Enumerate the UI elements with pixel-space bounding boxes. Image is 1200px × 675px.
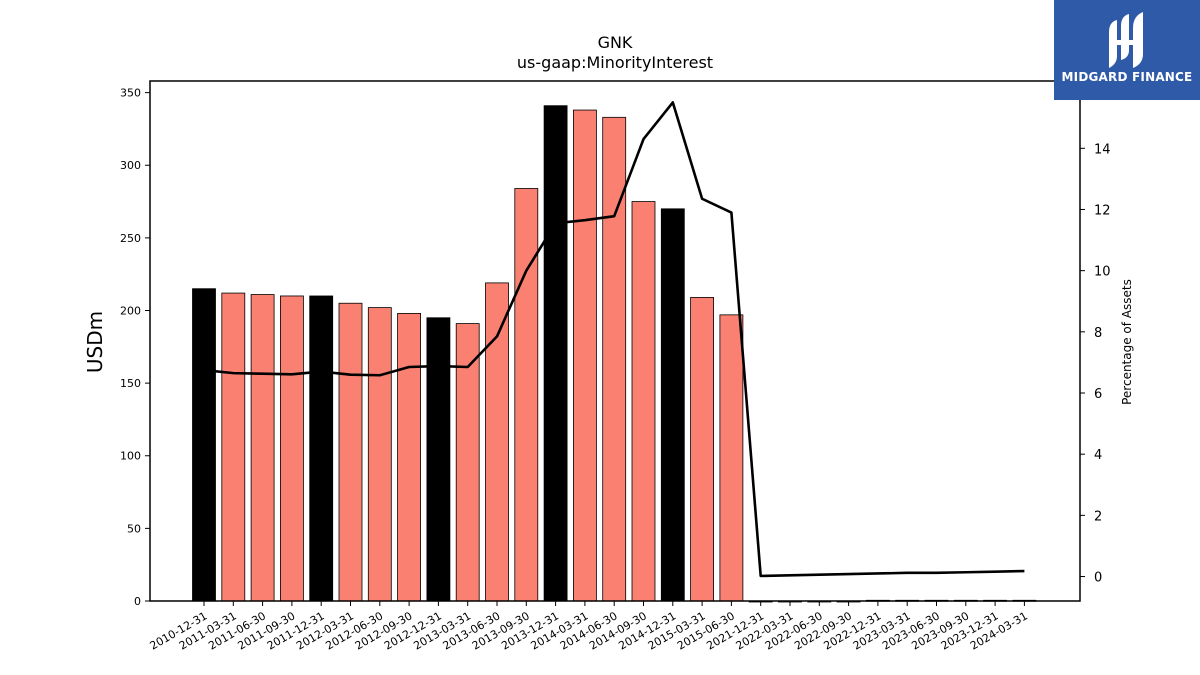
- y-tick-label: 250: [120, 232, 141, 245]
- brand-name: MIDGARD FINANCE: [1061, 70, 1193, 84]
- bar-2012-03-31: [338, 302, 363, 602]
- y2-tick-label: 12: [1094, 203, 1111, 218]
- y-tick-label: 50: [127, 522, 141, 535]
- y2-tick-label: 4: [1094, 448, 1102, 463]
- bar-2014-09-30: [631, 201, 656, 602]
- bar-2015-03-31: [690, 297, 714, 602]
- y2-axis-label: Percentage of Assets: [1120, 279, 1134, 405]
- plot-frame: [149, 80, 1081, 602]
- bar-2014-03-31: [573, 109, 597, 602]
- percentage-of-assets-line: [203, 101, 1025, 578]
- y-tick-label: 100: [120, 450, 141, 463]
- y2-tick-label: 14: [1094, 142, 1111, 157]
- bar-2012-12-31: [426, 317, 451, 602]
- midgard-logo-icon: [1109, 12, 1143, 68]
- bar-2014-12-31: [660, 208, 685, 602]
- bar-2012-06-30: [367, 307, 392, 602]
- x-ticks-group: 2010-12-312011-03-312011-06-302011-09-30…: [148, 601, 1030, 653]
- y2-tick-label: 8: [1094, 326, 1102, 341]
- y2-ticks-group: 0 2 4 6 8 10 12 14: [1080, 142, 1111, 586]
- y-ticks-group: 0 50 100 150 200 250 300 350: [120, 87, 150, 608]
- bar-2013-06-30: [485, 282, 509, 602]
- y2-tick-label: 6: [1094, 387, 1102, 402]
- y-tick-label: 0: [134, 595, 141, 608]
- bar-2015-06-30: [719, 314, 744, 602]
- bar-2012-09-30: [397, 312, 422, 602]
- bar-2011-09-30: [279, 295, 304, 602]
- bars-group: [192, 105, 1037, 603]
- bar-2011-12-31: [309, 295, 334, 602]
- bar-2014-06-30: [602, 116, 627, 602]
- bar-2013-09-30: [514, 188, 539, 602]
- brand-logo: MIDGARD FINANCE: [1054, 0, 1200, 100]
- line-group: [203, 101, 1025, 578]
- y-tick-label: 200: [120, 304, 141, 317]
- y-tick-label: 300: [120, 159, 141, 172]
- y-tick-label: 350: [120, 87, 141, 100]
- y2-tick-label: 0: [1094, 571, 1102, 586]
- chart-subtitle: us-gaap:MinorityInterest: [517, 53, 713, 72]
- bar-2010-12-31: [192, 288, 216, 602]
- y2-tick-label: 10: [1094, 265, 1111, 280]
- y-axis-label: USDm: [83, 311, 107, 373]
- chart-title: GNK: [598, 33, 633, 52]
- bar-2013-12-31: [543, 105, 568, 602]
- bar-2011-03-31: [221, 292, 246, 602]
- bar-2011-06-30: [250, 294, 275, 602]
- y2-tick-label: 2: [1094, 509, 1102, 524]
- y-tick-label: 150: [120, 377, 141, 390]
